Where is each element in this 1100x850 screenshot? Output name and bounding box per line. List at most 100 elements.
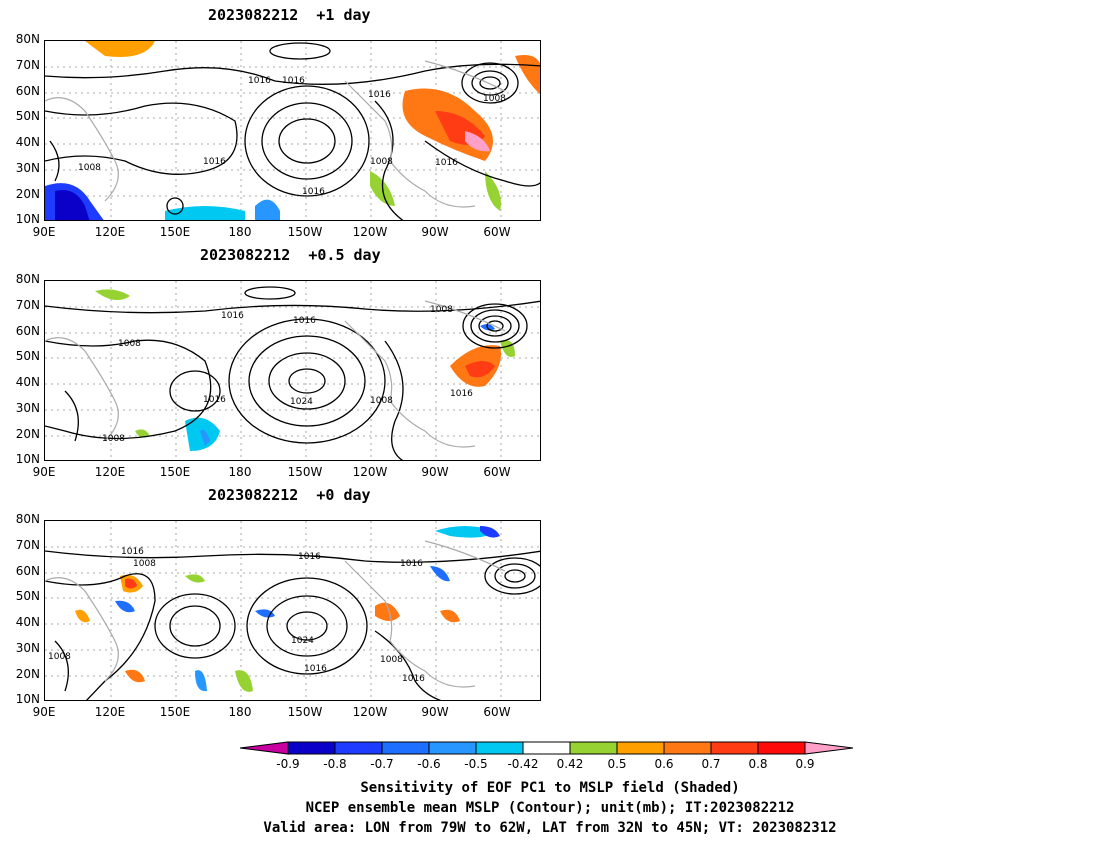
- contour-label: 1016: [450, 389, 473, 399]
- panel-1-title: 2023082212 +1 day: [208, 6, 371, 24]
- contour-label: 1008: [78, 163, 101, 173]
- lat-label: 60N: [15, 564, 40, 578]
- lat-label: 40N: [15, 375, 40, 389]
- colorbar-segment: [663, 741, 712, 755]
- sensitivity-shading: [75, 526, 500, 692]
- contour-label: 1016: [282, 76, 305, 86]
- colorbar-tick-label: 0.5: [607, 757, 627, 771]
- panel-2-map-svg: 1016 1016 1008 1008 1016 1024 1008 1016 …: [45, 281, 540, 460]
- contour-label: 1016: [435, 158, 458, 168]
- lon-label: 150E: [159, 465, 191, 479]
- colorbar-tick-label: 0.6: [654, 757, 674, 771]
- contour-label: 1008: [118, 339, 141, 349]
- lat-label: 80N: [15, 32, 40, 46]
- colorbar-tick-label: -0.5: [464, 757, 488, 771]
- lat-label: 50N: [15, 349, 40, 363]
- lon-label: 120E: [94, 225, 126, 239]
- lat-label: 70N: [15, 538, 40, 552]
- contour-label: 1008: [370, 157, 393, 167]
- contour-label: 1016: [293, 316, 316, 326]
- coastlines: [45, 60, 506, 208]
- lat-label: 30N: [15, 401, 40, 415]
- lat-label: 70N: [15, 298, 40, 312]
- contour-label: 1008: [370, 396, 393, 406]
- lat-label: 20N: [15, 187, 40, 201]
- contour-label: 1024: [291, 636, 314, 646]
- lat-label: 80N: [15, 512, 40, 526]
- contour-label: 1016: [203, 395, 226, 405]
- lon-label: 120W: [352, 705, 388, 719]
- caption-line-1: Sensitivity of EOF PC1 to MSLP field (Sh…: [360, 780, 740, 796]
- lat-label: 10N: [15, 452, 40, 466]
- lat-label: 60N: [15, 324, 40, 338]
- lon-label: 120E: [94, 465, 126, 479]
- caption-line-3: Valid area: LON from 79W to 62W, LAT fro…: [263, 820, 837, 836]
- colorbar-tick-label: 0.8: [748, 757, 768, 771]
- lon-label: 180: [228, 225, 252, 239]
- lon-label: 150E: [159, 705, 191, 719]
- sensitivity-shading: [45, 41, 540, 220]
- colorbar-segment: [475, 741, 524, 755]
- mslp-contours: [45, 550, 540, 700]
- contour-label: 1016: [203, 157, 226, 167]
- lon-label: 90E: [32, 225, 56, 239]
- colorbar-segment: [381, 741, 430, 755]
- lat-label: 50N: [15, 589, 40, 603]
- lat-label: 30N: [15, 641, 40, 655]
- contour-label: 1016: [221, 311, 244, 321]
- lat-label: 30N: [15, 161, 40, 175]
- lat-label: 80N: [15, 272, 40, 286]
- contour-label: 1016: [368, 90, 391, 100]
- contour-label: 1016: [402, 674, 425, 684]
- contour-label: 1008: [483, 94, 506, 104]
- lat-label: 10N: [15, 212, 40, 226]
- lat-label: 70N: [15, 58, 40, 72]
- lat-label: 40N: [15, 135, 40, 149]
- colorbar-segment: [428, 741, 477, 755]
- coastlines: [45, 540, 506, 688]
- colorbar-high-triangle: [804, 741, 854, 755]
- lon-label: 120W: [352, 465, 388, 479]
- contour-label: 1008: [133, 559, 156, 569]
- mslp-contours: [45, 286, 540, 460]
- colorbar-tick-label: 0.9: [795, 757, 815, 771]
- lat-label: 50N: [15, 109, 40, 123]
- panel-2-title: 2023082212 +0.5 day: [200, 246, 381, 264]
- lon-label: 150W: [287, 225, 323, 239]
- panel-1-map: 1016 1016 1016 1008 1016 1016 1008 1016 …: [44, 40, 541, 221]
- colorbar-segment: [334, 741, 383, 755]
- lat-label: 20N: [15, 427, 40, 441]
- contour-label: 1008: [380, 655, 403, 665]
- coastlines: [45, 300, 506, 448]
- colorbar-tick-label: -0.7: [370, 757, 394, 771]
- lon-label: 90E: [32, 465, 56, 479]
- lat-label: 60N: [15, 84, 40, 98]
- lon-label: 150W: [287, 705, 323, 719]
- contour-label: 1016: [400, 559, 423, 569]
- contour-label: 1008: [430, 305, 453, 315]
- lon-label: 150W: [287, 465, 323, 479]
- colorbar-segment: [616, 741, 665, 755]
- panel-2-map: 1016 1016 1008 1008 1016 1024 1008 1016 …: [44, 280, 541, 461]
- lon-label: 180: [228, 705, 252, 719]
- colorbar-tick-label: -0.8: [323, 757, 347, 771]
- lon-label: 60W: [483, 465, 511, 479]
- caption-line-2: NCEP ensemble mean MSLP (Contour); unit(…: [305, 800, 795, 816]
- panel-3-map-svg: 1016 1008 1016 1016 1024 1016 1008 1008 …: [45, 521, 540, 700]
- colorbar-tick-label: 0.42: [556, 757, 584, 771]
- lon-label: 150E: [159, 225, 191, 239]
- contour-label: 1024: [290, 397, 313, 407]
- panel-3-map: 1016 1008 1016 1016 1024 1016 1008 1008 …: [44, 520, 541, 701]
- colorbar-segment: [710, 741, 759, 755]
- lon-label: 90E: [32, 705, 56, 719]
- colorbar-segment: [522, 741, 571, 755]
- lon-label: 90W: [421, 465, 449, 479]
- colorbar-tick-label: -0.9: [276, 757, 300, 771]
- contour-label: 1016: [248, 76, 271, 86]
- panel-1-map-svg: 1016 1016 1016 1008 1016 1016 1008 1016 …: [45, 41, 540, 220]
- contour-label: 1016: [302, 187, 325, 197]
- lat-label: 10N: [15, 692, 40, 706]
- mslp-contours: [45, 42, 540, 220]
- lon-label: 120E: [94, 705, 126, 719]
- colorbar: [239, 740, 860, 760]
